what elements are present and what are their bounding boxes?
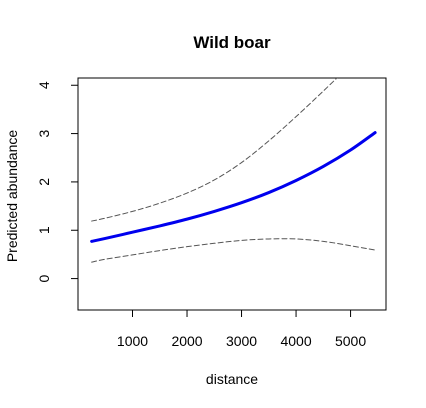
series-layer [90,78,377,263]
x-tick-label-2: 3000 [226,333,257,349]
plot-frame [77,77,387,311]
y-tick-label-0: 0 [36,274,52,282]
x-axis-label: distance [206,371,258,387]
series-line-upper-ci [91,78,338,222]
y-tick-label-4: 4 [36,81,52,89]
series-line-lower-ci [91,238,376,263]
y-axis: 0 1 2 3 4 [36,81,78,282]
x-tick-label-4: 5000 [335,333,366,349]
x-axis: 1000 2000 3000 4000 5000 [117,310,366,349]
y-tick-label-3: 3 [36,129,52,137]
x-tick-label-1: 2000 [171,333,202,349]
series-line-fit [90,131,377,243]
y-tick-label-2: 2 [36,178,52,186]
x-tick-label-3: 4000 [280,333,311,349]
y-tick-label-1: 1 [36,226,52,234]
chart-title: Wild boar [193,33,271,52]
y-axis-label: Predicted abundance [4,130,20,263]
x-tick-label-0: 1000 [117,333,148,349]
